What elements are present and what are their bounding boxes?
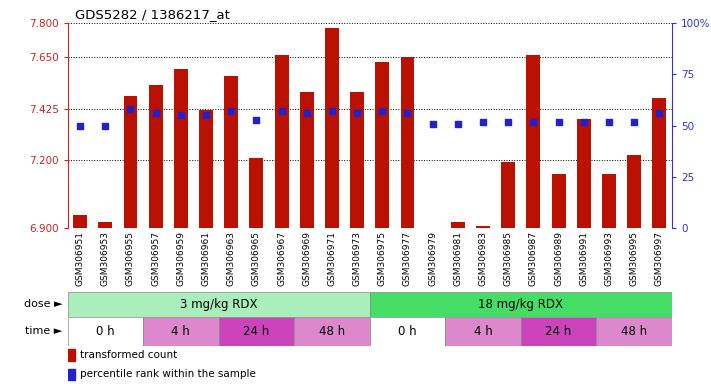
- Text: 24 h: 24 h: [243, 325, 269, 338]
- Bar: [294, 317, 370, 346]
- Point: [251, 116, 262, 122]
- Text: 48 h: 48 h: [621, 325, 647, 338]
- Point: [150, 110, 161, 116]
- Bar: [520, 317, 597, 346]
- Bar: [370, 292, 672, 317]
- Bar: [400, 57, 415, 228]
- Point: [653, 110, 665, 116]
- Bar: [501, 162, 515, 228]
- Bar: [300, 91, 314, 228]
- Text: 18 mg/kg RDX: 18 mg/kg RDX: [479, 298, 563, 311]
- Bar: [577, 119, 591, 228]
- Text: GDS5282 / 1386217_at: GDS5282 / 1386217_at: [75, 8, 230, 21]
- Text: transformed count: transformed count: [80, 350, 177, 360]
- Bar: [451, 222, 465, 228]
- Bar: [552, 174, 565, 228]
- Point: [578, 119, 589, 125]
- Bar: [143, 317, 219, 346]
- Point: [301, 110, 312, 116]
- Text: dose ►: dose ►: [23, 299, 62, 310]
- Point: [225, 108, 237, 114]
- Point: [427, 121, 439, 127]
- Point: [629, 119, 640, 125]
- Point: [402, 110, 413, 116]
- Point: [326, 108, 338, 114]
- Point: [553, 119, 565, 125]
- Bar: [98, 222, 112, 228]
- Bar: [351, 91, 364, 228]
- Bar: [426, 228, 439, 235]
- Bar: [602, 174, 616, 228]
- Bar: [526, 55, 540, 228]
- Point: [75, 123, 86, 129]
- Point: [351, 110, 363, 116]
- Bar: [68, 369, 75, 380]
- Text: 3 mg/kg RDX: 3 mg/kg RDX: [180, 298, 257, 311]
- Point: [452, 121, 464, 127]
- Bar: [370, 317, 445, 346]
- Text: 4 h: 4 h: [474, 325, 493, 338]
- Point: [528, 119, 539, 125]
- Bar: [68, 349, 75, 361]
- Text: time ►: time ►: [25, 326, 62, 336]
- Bar: [274, 55, 289, 228]
- Bar: [375, 62, 389, 228]
- Text: percentile rank within the sample: percentile rank within the sample: [80, 369, 255, 379]
- Point: [503, 119, 514, 125]
- Text: 0 h: 0 h: [96, 325, 114, 338]
- Bar: [149, 84, 163, 228]
- Text: 24 h: 24 h: [545, 325, 572, 338]
- Bar: [476, 226, 490, 228]
- Text: 48 h: 48 h: [319, 325, 345, 338]
- Bar: [224, 76, 238, 228]
- Bar: [445, 317, 520, 346]
- Bar: [627, 156, 641, 228]
- Bar: [250, 158, 263, 228]
- Bar: [68, 292, 370, 317]
- Bar: [653, 98, 666, 228]
- Point: [477, 119, 488, 125]
- Point: [175, 113, 186, 119]
- Bar: [174, 69, 188, 228]
- Text: 0 h: 0 h: [398, 325, 417, 338]
- Point: [125, 106, 137, 113]
- Bar: [219, 317, 294, 346]
- Point: [377, 108, 388, 114]
- Bar: [199, 110, 213, 228]
- Text: 4 h: 4 h: [171, 325, 191, 338]
- Bar: [68, 317, 143, 346]
- Bar: [124, 96, 137, 228]
- Bar: [597, 317, 672, 346]
- Bar: [325, 28, 339, 228]
- Point: [201, 113, 212, 119]
- Point: [100, 123, 111, 129]
- Bar: [73, 215, 87, 228]
- Point: [276, 108, 287, 114]
- Point: [603, 119, 614, 125]
